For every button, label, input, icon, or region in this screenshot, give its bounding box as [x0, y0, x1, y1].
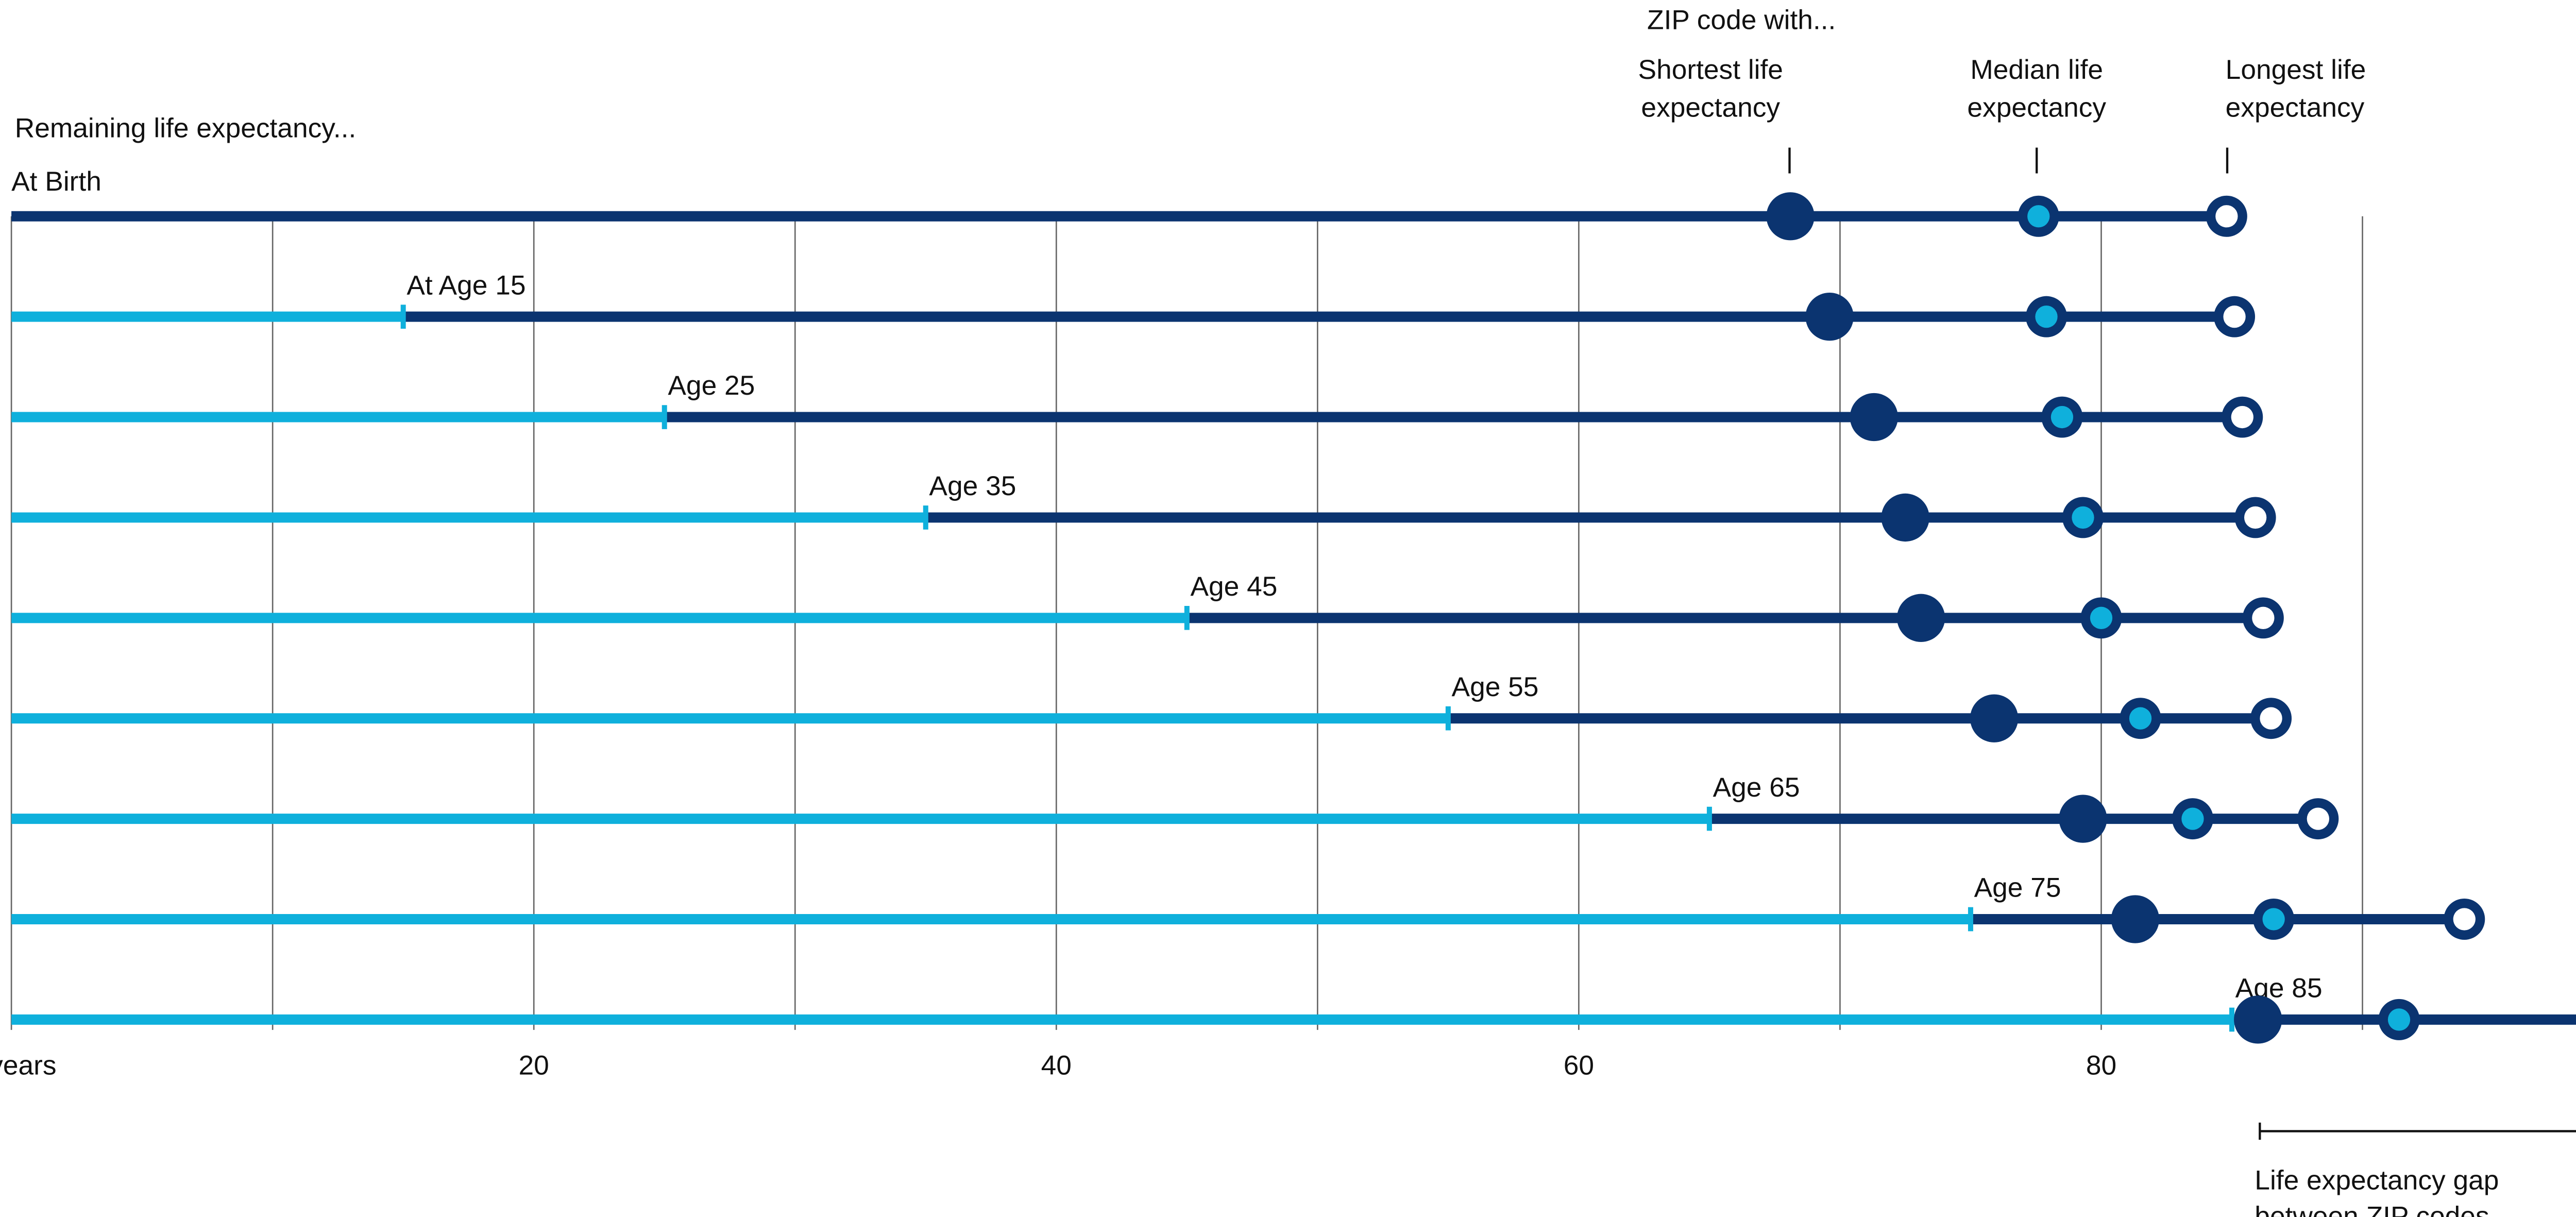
- chart-rows: At Birth At Age 15 Age 25 Age 35 Age 45 Age 5…: [11, 166, 2576, 1044]
- median-marker: [2090, 606, 2113, 629]
- row-age-55: Age 55: [11, 672, 2292, 742]
- gap-note-line-2: between ZIP codes: [2255, 1202, 2489, 1217]
- key-longest-line-2: expectancy: [2226, 93, 2365, 123]
- shortest-marker: [2059, 795, 2107, 843]
- row-label: Age 75: [1974, 873, 2061, 903]
- median-marker: [2387, 1008, 2411, 1031]
- row-label: Age 55: [1452, 672, 1539, 702]
- longest-marker: [2260, 707, 2282, 730]
- row-age-35: Age 35: [11, 471, 2276, 542]
- shortest-marker: [1850, 393, 1898, 442]
- gap-note-line-1: Life expectancy gap: [2255, 1165, 2499, 1196]
- longest-marker: [2252, 606, 2275, 629]
- key-median-line-2: expectancy: [1967, 93, 2106, 123]
- key-longest: Longest life expectancy: [2226, 55, 2366, 123]
- median-marker: [2129, 707, 2152, 730]
- x-tick-label-80: 80: [2086, 1050, 2116, 1080]
- shortest-marker: [1896, 594, 1945, 642]
- row-label: Age 25: [668, 370, 755, 401]
- shortest-marker: [1766, 192, 1815, 241]
- x-tick-label-60: 60: [1564, 1050, 1594, 1080]
- longest-marker: [2231, 405, 2253, 429]
- key-shortest-line-2: expectancy: [1641, 93, 1780, 123]
- shortest-marker: [2234, 995, 2282, 1044]
- median-marker: [2072, 506, 2094, 529]
- longest-marker: [2223, 305, 2246, 328]
- shortest-marker: [1805, 293, 1854, 341]
- row-age-75: Age 75: [11, 873, 2485, 943]
- row-age-65: Age 65: [11, 772, 2339, 843]
- longest-marker: [2453, 908, 2476, 931]
- key-median-line-1: Median life: [1970, 55, 2103, 85]
- median-marker: [2181, 807, 2204, 830]
- zip-code-title: ZIP code with...: [1647, 5, 1836, 36]
- longest-marker: [2215, 205, 2238, 228]
- key-shortest: Shortest life expectancy: [1638, 55, 1783, 123]
- key-longest-line-1: Longest life: [2226, 55, 2366, 85]
- row-label: Age 35: [929, 471, 1016, 501]
- key-median: Median life expectancy: [1967, 55, 2106, 123]
- median-marker: [2035, 305, 2058, 328]
- row-label: At Age 15: [406, 270, 526, 300]
- key-shortest-line-1: Shortest life: [1638, 55, 1783, 85]
- median-marker: [2027, 205, 2050, 228]
- remaining-life-label: Remaining life expectancy...: [15, 113, 357, 144]
- gap-bracket: [2259, 1122, 2576, 1140]
- longest-marker: [2307, 807, 2329, 830]
- row-age-25: Age 25: [11, 370, 2263, 442]
- shortest-marker: [2111, 895, 2160, 943]
- row-at-birth: At Birth: [11, 166, 2247, 241]
- x-tick-label-40: 40: [1041, 1050, 1072, 1080]
- row-label: At Birth: [11, 166, 101, 197]
- x-axis: 0 years20406080100: [0, 1050, 2116, 1080]
- row-age-45: Age 45: [11, 571, 2284, 642]
- row-age-85: Age 85: [11, 973, 2576, 1044]
- median-marker: [2262, 908, 2285, 931]
- longest-marker: [2244, 506, 2267, 529]
- x-tick-label-0: 0 years: [0, 1050, 56, 1080]
- row-label: Age 65: [1713, 772, 1800, 803]
- shortest-marker: [1970, 694, 2019, 742]
- row-label: Age 45: [1190, 571, 1277, 602]
- shortest-marker: [1881, 493, 1929, 542]
- x-tick-label-20: 20: [519, 1050, 549, 1080]
- row-at-age-15: At Age 15: [11, 270, 2256, 341]
- median-marker: [2050, 405, 2074, 429]
